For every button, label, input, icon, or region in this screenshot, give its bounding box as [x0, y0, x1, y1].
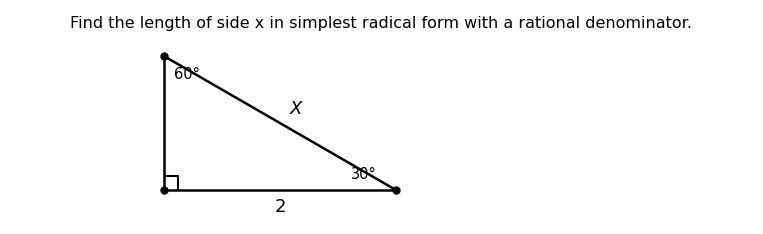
- Text: 2: 2: [275, 198, 286, 216]
- Text: 30°: 30°: [351, 167, 377, 182]
- Text: X: X: [289, 100, 302, 118]
- Text: Find the length of side x in simplest radical form with a rational denominator.: Find the length of side x in simplest ra…: [70, 16, 693, 31]
- Text: 60°: 60°: [175, 66, 200, 81]
